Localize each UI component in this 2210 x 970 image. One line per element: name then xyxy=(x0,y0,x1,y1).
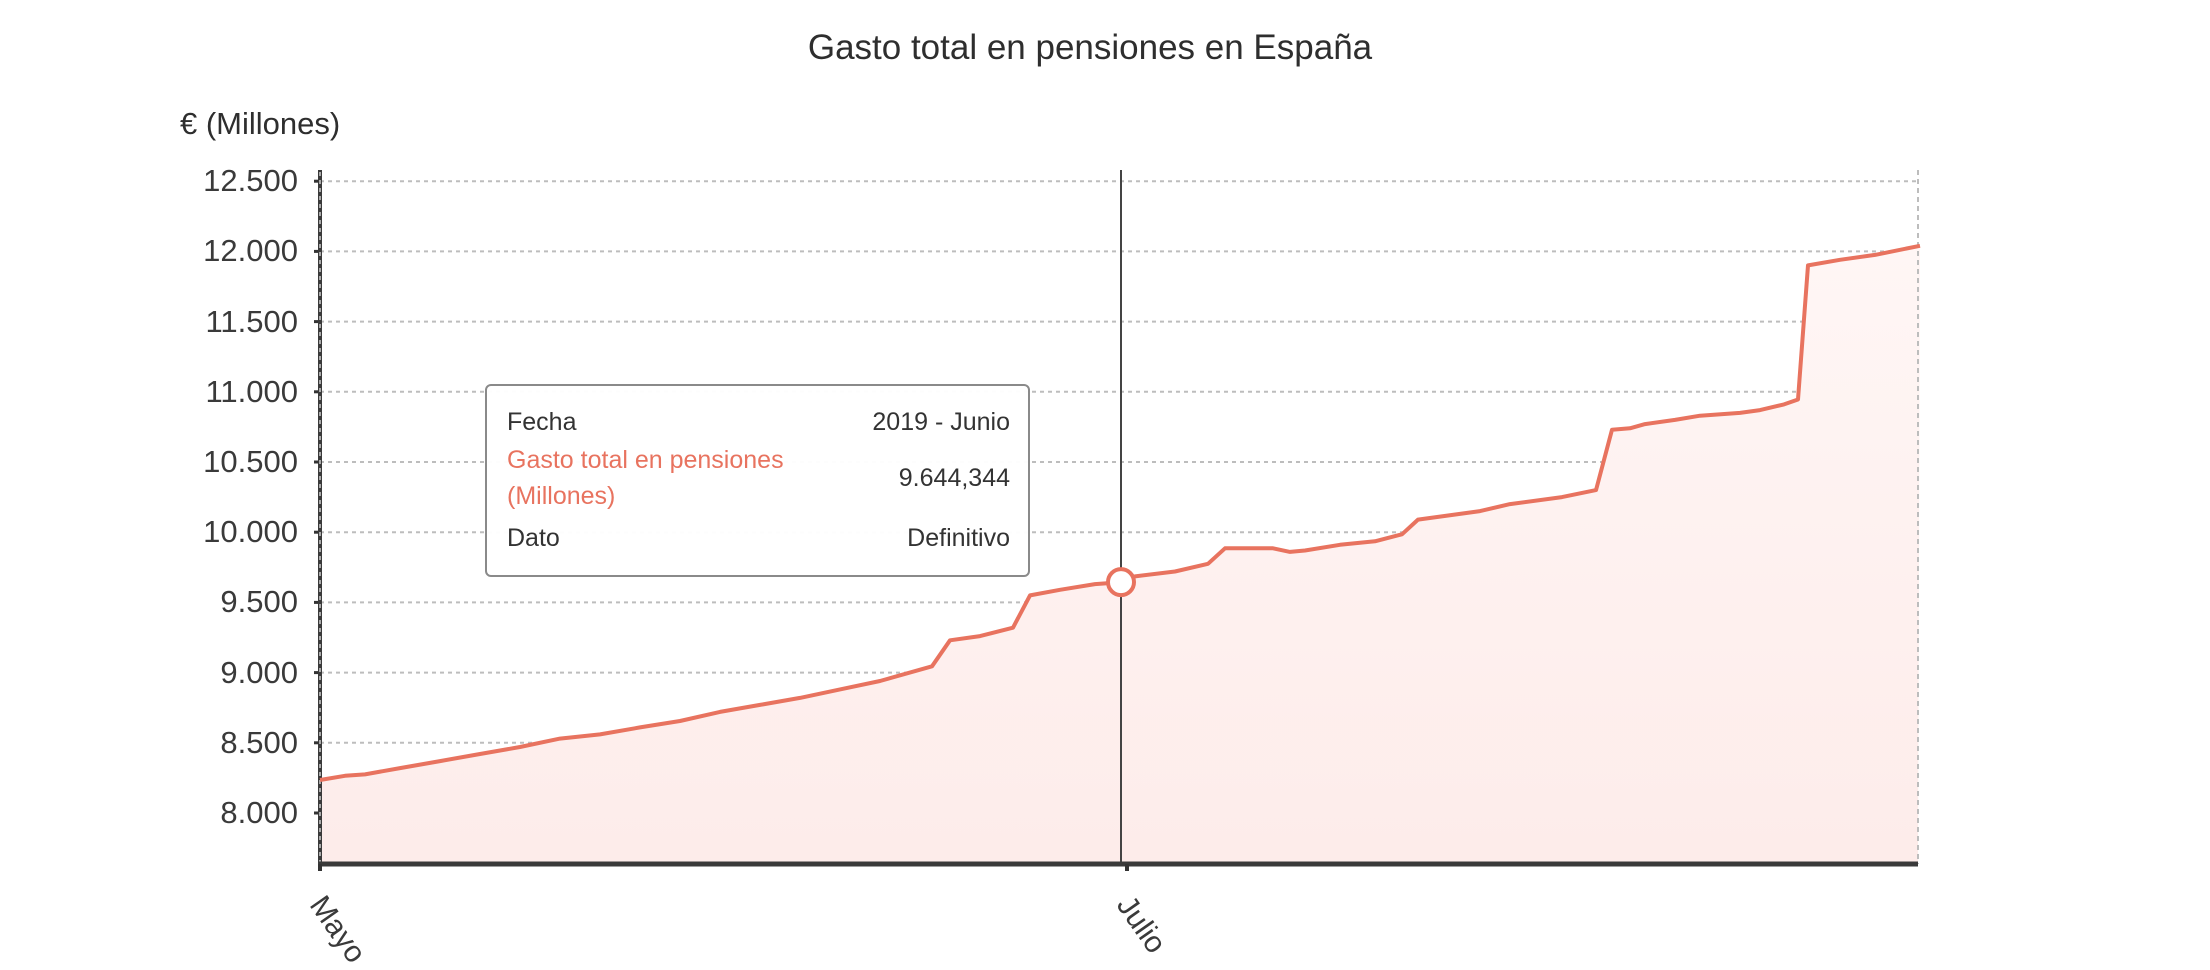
y-tick-label: 12.500 xyxy=(203,163,298,199)
tooltip-row-dato: Dato Definitivo xyxy=(507,524,1010,553)
tooltip-series-value: 9.644,344 xyxy=(898,463,1010,492)
y-tick-label: 10.000 xyxy=(203,514,298,550)
y-tick-label: 12.000 xyxy=(203,233,298,269)
series-line[interactable] xyxy=(319,243,1921,782)
area-fill xyxy=(320,245,1920,865)
tooltip-value: Definitivo xyxy=(907,524,1010,552)
tooltip-key: Fecha xyxy=(507,408,577,436)
y-tick-label: 9.500 xyxy=(220,584,298,620)
chart-title: Gasto total en pensiones en España xyxy=(807,28,1373,67)
y-tick-label: 9.000 xyxy=(220,654,298,690)
y-tick-label: 10.500 xyxy=(203,444,298,479)
y-tick-label: 11.000 xyxy=(205,373,298,409)
y-tick-label: 11.500 xyxy=(205,303,298,339)
highlight-marker[interactable] xyxy=(1106,567,1136,598)
y-tick-label: 8.500 xyxy=(220,724,298,760)
tooltip-row-series: Gasto total en pensiones (Millones) 9.64… xyxy=(507,442,1010,514)
tooltip-key: Dato xyxy=(507,524,560,552)
y-tick-label: 8.000 xyxy=(220,795,298,830)
tooltip: Fecha 2019 - Junio Gasto total en pensio… xyxy=(485,384,1030,577)
tooltip-value: 2019 - Junio xyxy=(872,408,1010,436)
tooltip-row-fecha: Fecha 2019 - Junio xyxy=(507,408,1010,437)
tooltip-series-name: Gasto total en pensiones (Millones) xyxy=(507,446,784,510)
y-axis-label: € (Millones) xyxy=(180,106,341,141)
